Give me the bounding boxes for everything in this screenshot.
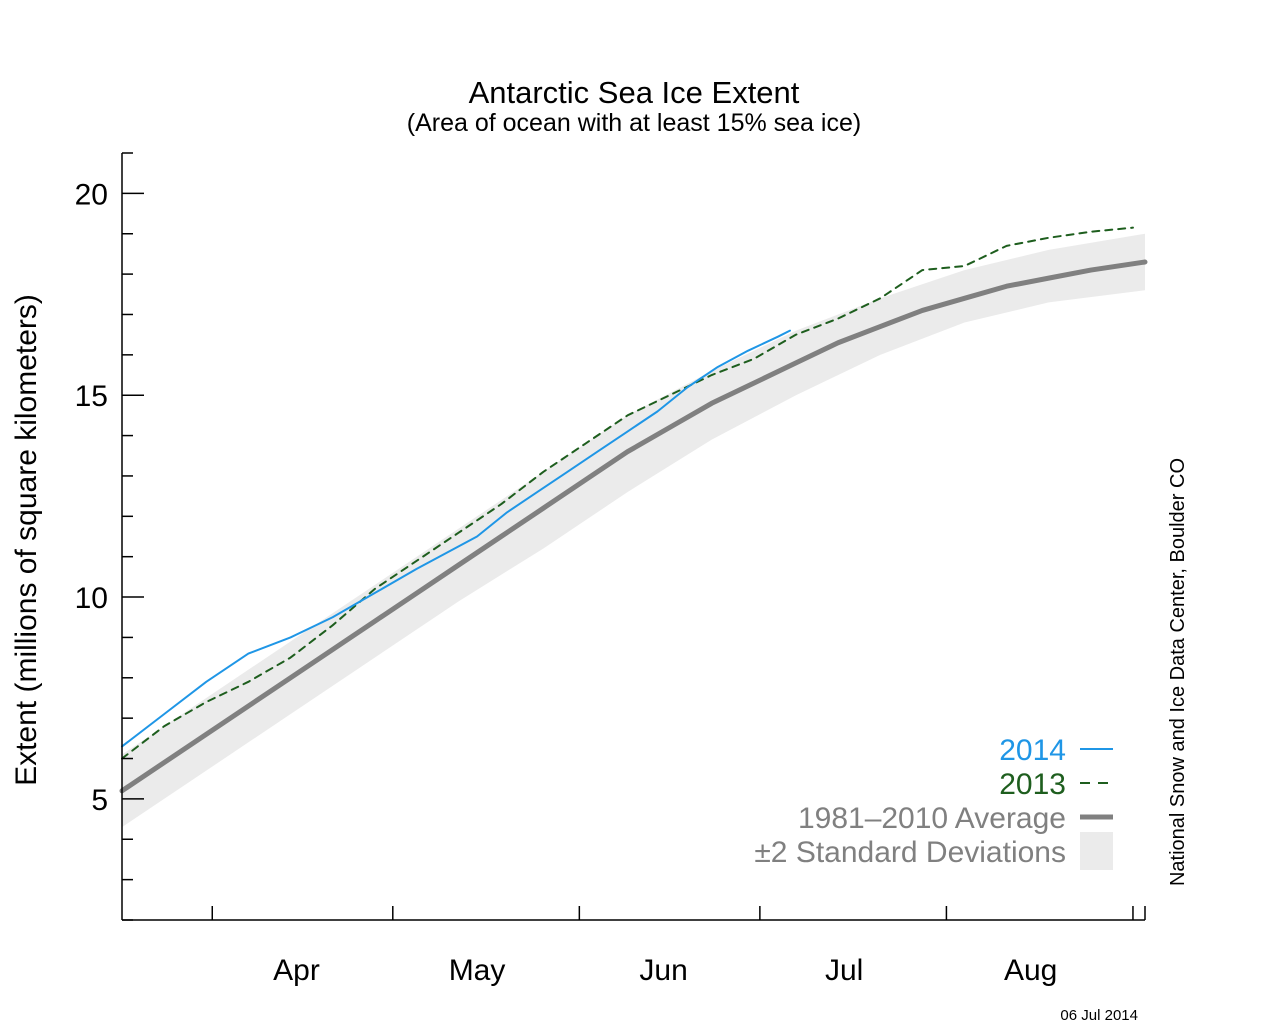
y-tick-label: 5 [91,784,108,817]
std-dev-band [122,233,1145,828]
date-stamp: 06 Jul 2014 [1060,1007,1138,1024]
legend-label: 2014 [999,734,1066,767]
y-axis-label: Extent (millions of square kilometers) [10,294,43,786]
average-line [119,259,1148,794]
line-2014 [121,329,791,748]
legend-label: ±2 Standard Deviations [754,836,1066,869]
x-tick-label: May [449,954,506,987]
credit-text: National Snow and Ice Data Center, Bould… [1167,458,1189,886]
chart-title: Antarctic Sea Ice Extent [469,75,800,110]
axes-layer: 5 10 15 20 Apr May Jun Jul Aug [75,152,1146,987]
series-layer [119,226,1148,794]
legend-swatch-band [1080,832,1113,870]
legend-label: 1981–2010 Average [798,802,1066,835]
legend-label: 2013 [999,768,1066,801]
line-2013 [121,226,1134,760]
y-tick-label: 15 [75,380,108,413]
x-tick-label: Jun [639,954,687,987]
x-tick-label: Apr [273,954,320,987]
x-tick-label: Jul [825,954,863,987]
x-tick-label: Aug [1004,954,1057,987]
chart-subtitle: (Area of ocean with at least 15% sea ice… [407,109,861,137]
band-layer [122,233,1145,828]
y-tick-label: 10 [75,582,108,615]
y-tick-label: 20 [75,178,108,211]
